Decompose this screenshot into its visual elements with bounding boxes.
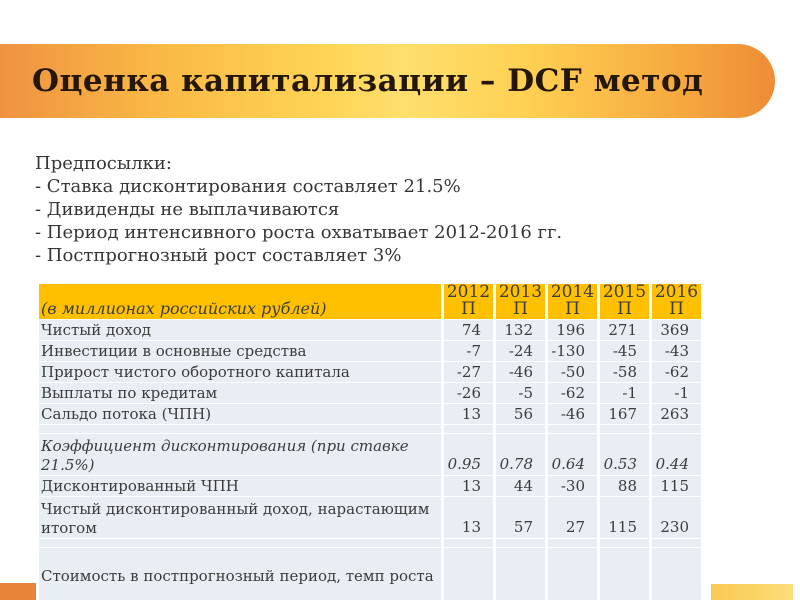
table-cell: млн.: [496, 548, 545, 600]
table-cell: [652, 548, 701, 600]
table-cell: 230: [652, 497, 701, 538]
table-cell: -1: [652, 383, 701, 403]
table-cell: 0.53: [600, 434, 649, 475]
table-cell: 74: [444, 320, 493, 340]
table-cell: -43: [652, 341, 701, 361]
slide-title: Оценка капитализации – DCF метод: [32, 63, 704, 99]
bottom-left-orange-bar: [0, 583, 36, 600]
assumption-item: - Ставка дисконтирования составляет 21.5…: [35, 176, 461, 197]
table-cell: 369: [652, 320, 701, 340]
row-label: Дисконтированный ЧПН: [39, 476, 441, 496]
assumptions-heading: Предпосылки:: [35, 153, 172, 174]
bottom-right-yellow-bar: [711, 584, 793, 600]
table-cell: 56: [496, 404, 545, 424]
row-label: Чистый доход: [39, 320, 441, 340]
table-cell: -7: [444, 341, 493, 361]
table-cell: -27: [444, 362, 493, 382]
table-cell: 0.44: [652, 434, 701, 475]
table-row-discount-factor: Коэффициент дисконтирования (при ставке …: [39, 434, 701, 475]
table-cell: -62: [548, 383, 597, 403]
table-cell: [600, 548, 649, 600]
table-cell: 271: [600, 320, 649, 340]
table-cell: 0.64: [548, 434, 597, 475]
assumption-item: - Постпрогнозный рост составляет 3%: [35, 245, 402, 266]
title-bar: Оценка капитализации – DCF метод: [0, 44, 775, 118]
year-header-2012: 2012 П: [444, 284, 493, 319]
table-row-loan-payments: Выплаты по кредитам -26 -5 -62 -1 -1: [39, 383, 701, 403]
year-header-2014: 2014 П: [548, 284, 597, 319]
table-cell: 132: [496, 320, 545, 340]
table-cell: 57: [496, 497, 545, 538]
year-header-2013: 2013 П: [496, 284, 545, 319]
table-cell: -46: [548, 404, 597, 424]
table-cell: 0.95: [444, 434, 493, 475]
table-cell: -45: [600, 341, 649, 361]
table-cell: -26: [444, 383, 493, 403]
table-cell: 619: [444, 548, 493, 600]
dcf-table: (в миллионах российских рублей) 2012 П 2…: [36, 283, 704, 600]
table-row-capex: Инвестиции в основные средства -7 -24 -1…: [39, 341, 701, 361]
table-row-discounted-npv: Дисконтированный ЧПН 13 44 -30 88 115: [39, 476, 701, 496]
table-cell: 88: [600, 476, 649, 496]
assumptions-block: Предпосылки: - Ставка дисконтирования со…: [35, 152, 562, 267]
table-cell: 13: [444, 404, 493, 424]
table-cell: 13: [444, 497, 493, 538]
table-row-spacer: [39, 539, 701, 547]
unit-label: (в миллионах российских рублей): [39, 284, 441, 319]
table-cell: 115: [652, 476, 701, 496]
table-cell: -5: [496, 383, 545, 403]
table-row-flow-balance: Сальдо потока (ЧПН) 13 56 -46 167 263: [39, 404, 701, 424]
table-cell: 44: [496, 476, 545, 496]
table-cell: -58: [600, 362, 649, 382]
table-row-working-capital: Прирост чистого оборотного капитала -27 …: [39, 362, 701, 382]
table-cell: -62: [652, 362, 701, 382]
row-label: Выплаты по кредитам: [39, 383, 441, 403]
table-cell: 196: [548, 320, 597, 340]
table-cell: руб.: [548, 548, 597, 600]
row-label: Чистый дисконтированный доход, нарастающ…: [39, 497, 441, 538]
table-cell: -24: [496, 341, 545, 361]
year-header-2016: 2016 П: [652, 284, 701, 319]
table-cell: 167: [600, 404, 649, 424]
table-cell: -46: [496, 362, 545, 382]
table-row-cumulative-npv: Чистый дисконтированный доход, нарастающ…: [39, 497, 701, 538]
table-row-net-income: Чистый доход 74 132 196 271 369: [39, 320, 701, 340]
table-cell: 27: [548, 497, 597, 538]
table-cell: 0.78: [496, 434, 545, 475]
year-header-2015: 2015 П: [600, 284, 649, 319]
table-cell: -130: [548, 341, 597, 361]
table-row-spacer: [39, 425, 701, 433]
table-cell: -1: [600, 383, 649, 403]
assumption-item: - Период интенсивного роста охватывает 2…: [35, 222, 563, 243]
row-label: Инвестиции в основные средства: [39, 341, 441, 361]
table-header-row: (в миллионах российских рублей) 2012 П 2…: [39, 284, 701, 319]
table-row-terminal-value: Стоимость в постпрогнозный период, темп …: [39, 548, 701, 600]
table-cell: -50: [548, 362, 597, 382]
table-cell: 13: [444, 476, 493, 496]
table-cell: -30: [548, 476, 597, 496]
table-cell: 263: [652, 404, 701, 424]
row-label: Сальдо потока (ЧПН): [39, 404, 441, 424]
assumption-item: - Дивиденды не выплачиваются: [35, 199, 340, 220]
row-label: Стоимость в постпрогнозный период, темп …: [39, 548, 441, 600]
row-label: Коэффициент дисконтирования (при ставке …: [39, 434, 441, 475]
row-label: Прирост чистого оборотного капитала: [39, 362, 441, 382]
table-cell: 115: [600, 497, 649, 538]
